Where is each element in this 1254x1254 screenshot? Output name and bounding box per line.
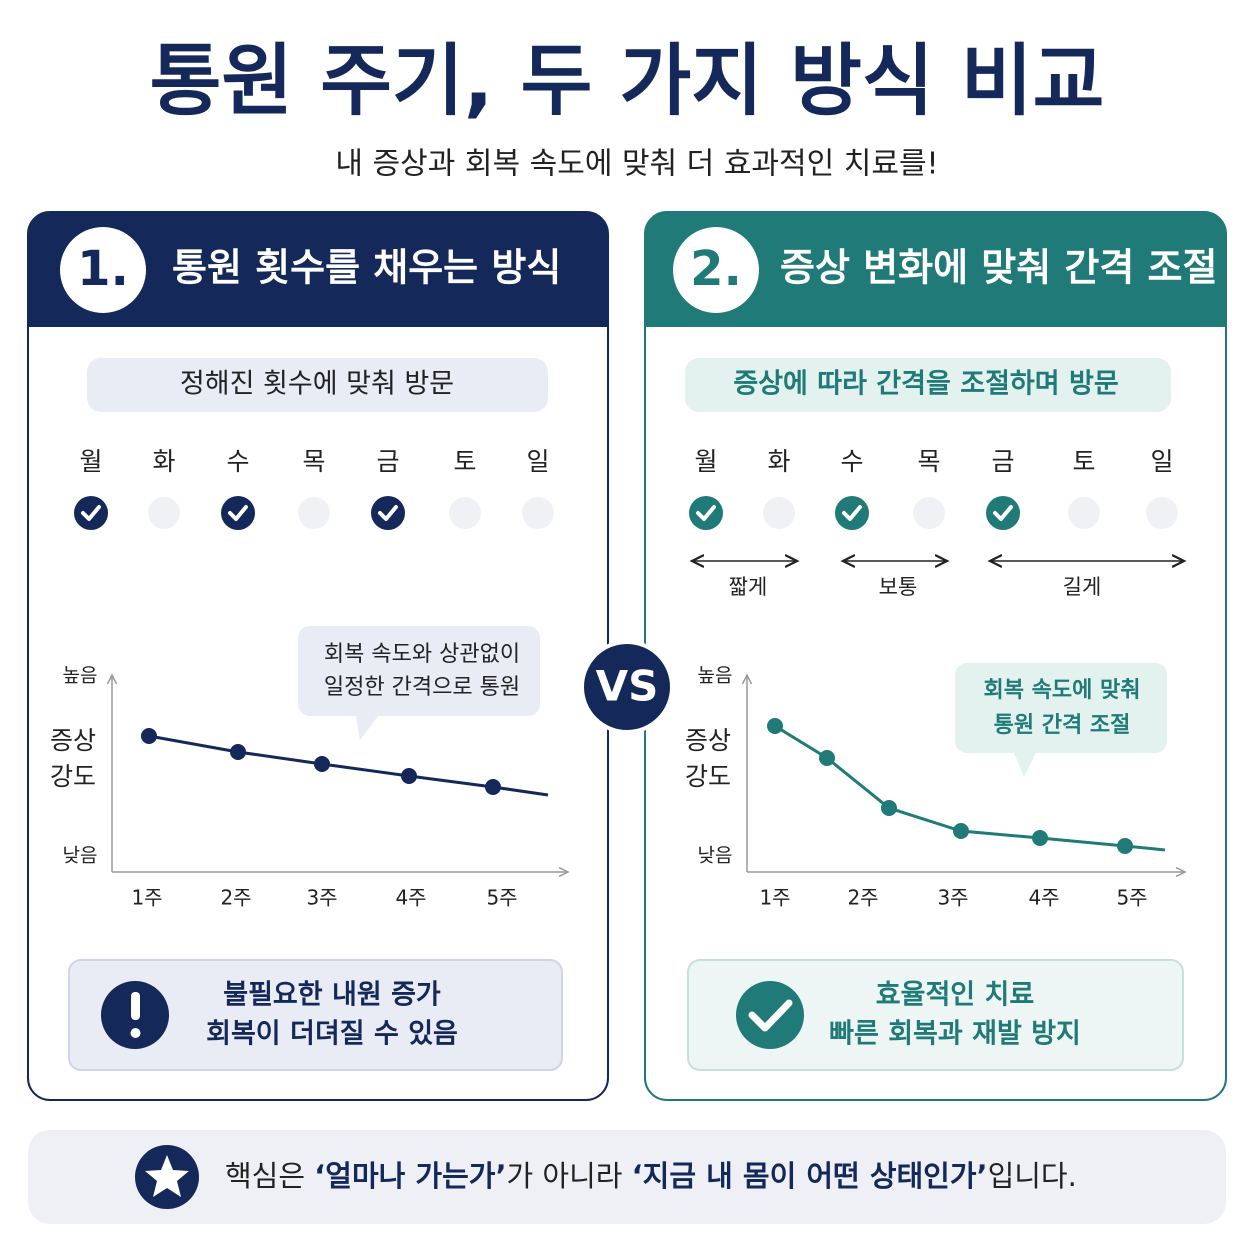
panel-heading: 증상 변화에 맞춰 간격 조절 — [780, 246, 1217, 290]
check-mark — [696, 505, 716, 521]
result-text: 불필요한 내원 증가 — [223, 980, 441, 1011]
result-text: 빠른 회복과 재발 방지 — [829, 1019, 1081, 1050]
day-label: 수 — [226, 447, 249, 476]
axis-low: 낮음 — [63, 845, 98, 867]
day-label: 월 — [694, 447, 717, 476]
pill-label: 증상에 따라 간격을 조절하며 방문 — [733, 369, 1118, 400]
day-dot — [763, 497, 795, 529]
axis-high: 높음 — [63, 665, 98, 687]
title: 통원 주기, 두 가지 방식 비교 — [150, 36, 1105, 126]
day-label: 화 — [152, 447, 175, 476]
footer-part: ‘지금 내 몸이 어떤 상태인가’ — [632, 1159, 988, 1193]
check-mark — [993, 505, 1013, 521]
callout: 일정한 간격으로 통원 — [324, 675, 520, 700]
day-label: 일 — [526, 447, 549, 476]
panel-number: 1. — [77, 241, 129, 297]
day-dot — [1068, 497, 1100, 529]
check-mark — [378, 505, 398, 521]
week-label: 5주 — [486, 886, 517, 910]
day-dot — [522, 497, 554, 529]
axis-low: 낮음 — [698, 845, 733, 867]
day-label: 수 — [840, 447, 863, 476]
day-label: 목 — [917, 447, 940, 476]
visit-check — [371, 496, 405, 530]
week-label: 3주 — [937, 886, 968, 910]
day-dot — [148, 497, 180, 529]
footer-part: ‘얼마나 가는가’ — [314, 1159, 506, 1193]
callout: 회복 속도와 상관없이 — [324, 642, 520, 667]
visit-check — [835, 496, 869, 530]
week-label: 1주 — [131, 886, 162, 910]
day-dot — [913, 497, 945, 529]
footer-box — [28, 1130, 1226, 1224]
day-label: 금 — [376, 447, 399, 476]
day-dot — [298, 497, 330, 529]
day-label: 금 — [991, 447, 1014, 476]
week-label: 2주 — [220, 886, 251, 910]
footer-part: 핵심은 — [225, 1159, 314, 1193]
visit-check — [74, 496, 108, 530]
callout: 통원 간격 조절 — [994, 713, 1131, 738]
day-label: 목 — [302, 447, 325, 476]
interval-label: 보통 — [879, 575, 918, 599]
axis-title: 증상 — [50, 726, 96, 755]
vs-label: VS — [596, 662, 659, 711]
interval-label: 길게 — [1063, 575, 1102, 599]
check-mark — [842, 505, 862, 521]
day-label: 토 — [1072, 447, 1095, 476]
week-label: 2주 — [847, 886, 878, 910]
day-label: 화 — [767, 447, 790, 476]
day-label: 일 — [1150, 447, 1173, 476]
day-label: 월 — [79, 447, 102, 476]
day-dot — [449, 497, 481, 529]
week-label: 5주 — [1116, 886, 1147, 910]
day-dot — [1146, 497, 1178, 529]
axis-title: 증상 — [685, 726, 731, 755]
day-label: 토 — [453, 447, 476, 476]
visit-check — [221, 496, 255, 530]
result-text: 효율적인 치료 — [876, 980, 1034, 1011]
footer-text: 핵심은 ‘얼마나 가는가’가 아니라 ‘지금 내 몸이 어떤 상태인가’입니다. — [225, 1159, 1077, 1193]
texts: 통원 주기, 두 가지 방식 비교내 증상과 회복 속도에 맞춰 더 효과적인 … — [50, 36, 1217, 1193]
vs-badge — [580, 640, 674, 734]
week-label: 4주 — [395, 886, 426, 910]
week-label: 1주 — [759, 886, 790, 910]
result-text: 회복이 더뎌질 수 있음 — [206, 1019, 458, 1050]
axis-title: 강도 — [50, 762, 96, 791]
week-label: 4주 — [1028, 886, 1059, 910]
callout: 회복 속도에 맞춰 — [984, 678, 1141, 703]
day-icons — [74, 496, 1178, 530]
panel-right — [644, 211, 1227, 1101]
pill-label: 정해진 횟수에 맞춰 방문 — [180, 369, 454, 400]
panel-left — [27, 211, 609, 1101]
subtitle: 내 증상과 회복 속도에 맞춰 더 효과적인 치료를! — [335, 147, 938, 182]
footer-part: 가 아니라 — [506, 1159, 631, 1193]
visit-check — [689, 496, 723, 530]
week-label: 3주 — [306, 886, 337, 910]
panel-number: 2. — [690, 241, 742, 297]
panel-heading: 통원 횟수를 채우는 방식 — [172, 246, 561, 290]
interval-label: 짧게 — [729, 575, 768, 599]
visit-check — [986, 496, 1020, 530]
check-mark — [81, 505, 101, 521]
check-mark — [228, 505, 248, 521]
axis-title: 강도 — [685, 762, 731, 791]
footer-part: 입니다. — [988, 1159, 1077, 1193]
axis-high: 높음 — [698, 665, 733, 687]
